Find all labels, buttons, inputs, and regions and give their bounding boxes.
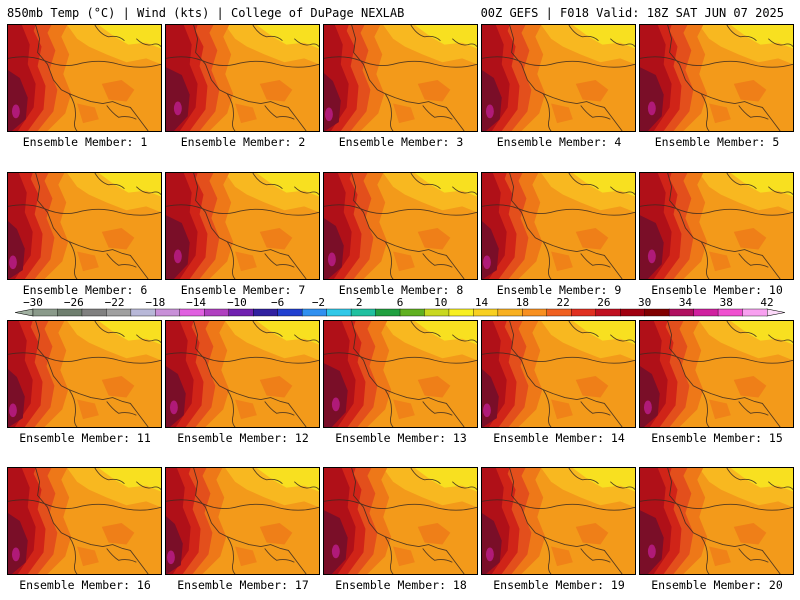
- temperature-colorbar: −30 −26 −22 −18 −14 −10 −6 −2 2 6 10 14 18 22 26 30 34 38…: [15, 297, 785, 317]
- map-title: 850mb Temp (°C) | Wind (kts) | College o…: [7, 6, 405, 20]
- colorbar-tick-label: −18: [145, 297, 165, 309]
- colorbar-segment: [546, 308, 572, 317]
- ensemble-map-panel: [323, 320, 478, 428]
- ensemble-map-panel: [481, 320, 636, 428]
- colorbar-segment: [742, 308, 768, 317]
- colorbar-tick-label: 30: [638, 297, 651, 309]
- ensemble-member-label: Ensemble Member: 20: [651, 578, 783, 592]
- ensemble-member-label: Ensemble Member: 18: [335, 578, 467, 592]
- colorbar-segment: [326, 308, 352, 317]
- colorbar-tick-label: 14: [475, 297, 489, 309]
- ensemble-map-panel: [7, 24, 162, 132]
- ensemble-map-panel: [639, 320, 794, 428]
- colorbar-segment: [155, 308, 181, 317]
- ensemble-member-label: Ensemble Member: 2: [180, 135, 306, 149]
- colorbar-tick-label: −14: [186, 297, 206, 309]
- colorbar-tick-label: −6: [271, 297, 284, 309]
- colorbar-segment: [106, 308, 132, 317]
- colorbar-tick-label: 6: [397, 297, 404, 309]
- ensemble-map-panel: [165, 320, 320, 428]
- ensemble-member-label: Ensemble Member: 8: [338, 283, 464, 297]
- ensemble-member-label: Ensemble Member: 11: [19, 431, 151, 445]
- colorbar-segment: [375, 308, 401, 317]
- colorbar-tick-label: −30: [23, 297, 43, 309]
- colorbar-tick-label: 10: [434, 297, 447, 309]
- ensemble-member-label: Ensemble Member: 9: [496, 283, 622, 297]
- colorbar-segment: [522, 308, 548, 317]
- ensemble-member-label: Ensemble Member: 4: [496, 135, 622, 149]
- colorbar-arrow-left: [15, 308, 34, 317]
- colorbar-segment: [497, 308, 523, 317]
- colorbar-tick-label: 42: [760, 297, 773, 309]
- colorbar-segment: [595, 308, 621, 317]
- colorbar-segment: [277, 308, 303, 317]
- ensemble-member-label: Ensemble Member: 17: [177, 578, 309, 592]
- colorbar-segment: [252, 308, 279, 317]
- ensemble-member-label: Ensemble Member: 6: [22, 283, 148, 297]
- ensemble-member-label: Ensemble Member: 13: [335, 431, 467, 445]
- ensemble-map-panel: [481, 467, 636, 575]
- colorbar-tick-label: 26: [597, 297, 610, 309]
- ensemble-map-panel: [481, 24, 636, 132]
- colorbar-segment: [350, 308, 377, 317]
- ensemble-member-label: Ensemble Member: 10: [651, 283, 783, 297]
- colorbar-tick-label: 34: [679, 297, 693, 309]
- ensemble-map-panel: [7, 172, 162, 280]
- colorbar-segment: [717, 308, 744, 317]
- ensemble-map-panel: [7, 467, 162, 575]
- colorbar-segment: [620, 308, 646, 317]
- colorbar-tick-label: −10: [227, 297, 247, 309]
- model-run-info: 00Z GEFS | F018 Valid: 18Z SAT JUN 07 20…: [480, 6, 784, 20]
- ensemble-map-panel: [165, 467, 320, 575]
- colorbar-segment: [448, 308, 474, 317]
- ensemble-map-panel: [481, 172, 636, 280]
- colorbar-segment: [81, 308, 107, 317]
- ensemble-member-label: Ensemble Member: 5: [654, 135, 780, 149]
- ensemble-map-panel: [7, 320, 162, 428]
- ensemble-map-panel: [165, 24, 320, 132]
- colorbar-segment: [204, 308, 230, 317]
- ensemble-member-label: Ensemble Member: 19: [493, 578, 625, 592]
- colorbar-segment: [571, 308, 597, 317]
- ensemble-map-panel: [165, 172, 320, 280]
- colorbar-tick-label: −22: [105, 297, 125, 309]
- ensemble-map-panel: [639, 24, 794, 132]
- ensemble-member-label: Ensemble Member: 16: [19, 578, 151, 592]
- ensemble-map-panel: [323, 172, 478, 280]
- ensemble-member-label: Ensemble Member: 1: [22, 135, 148, 149]
- colorbar-segment: [130, 308, 156, 317]
- ensemble-map-panel: [639, 172, 794, 280]
- colorbar-tick-label: 22: [556, 297, 569, 309]
- colorbar-tick-label: −26: [64, 297, 84, 309]
- colorbar-tick-label: 2: [356, 297, 363, 309]
- colorbar-segment: [473, 308, 499, 317]
- ensemble-member-label: Ensemble Member: 3: [338, 135, 464, 149]
- colorbar-segment: [57, 308, 83, 317]
- ensemble-map-panel: [639, 467, 794, 575]
- colorbar-arrow-right: [766, 308, 785, 317]
- colorbar-segment: [301, 308, 328, 317]
- ensemble-member-label: Ensemble Member: 7: [180, 283, 306, 297]
- ensemble-member-label: Ensemble Member: 12: [177, 431, 309, 445]
- colorbar-tick-label: −2: [312, 297, 325, 309]
- ensemble-map-panel: [323, 467, 478, 575]
- colorbar-tick-label: 18: [516, 297, 529, 309]
- ensemble-map-panel: [323, 24, 478, 132]
- colorbar-tick-label: 38: [720, 297, 733, 309]
- colorbar-segment: [399, 308, 425, 317]
- colorbar-segment: [424, 308, 450, 317]
- ensemble-member-label: Ensemble Member: 15: [651, 431, 783, 445]
- colorbar-segment: [644, 308, 670, 317]
- colorbar-segment: [32, 308, 58, 317]
- colorbar-segment: [668, 308, 695, 317]
- colorbar-segment: [179, 308, 205, 317]
- colorbar-segment: [693, 308, 719, 317]
- colorbar-segment: [228, 308, 254, 317]
- ensemble-member-label: Ensemble Member: 14: [493, 431, 625, 445]
